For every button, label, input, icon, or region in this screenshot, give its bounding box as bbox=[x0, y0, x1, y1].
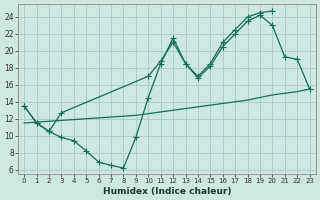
X-axis label: Humidex (Indice chaleur): Humidex (Indice chaleur) bbox=[103, 187, 231, 196]
